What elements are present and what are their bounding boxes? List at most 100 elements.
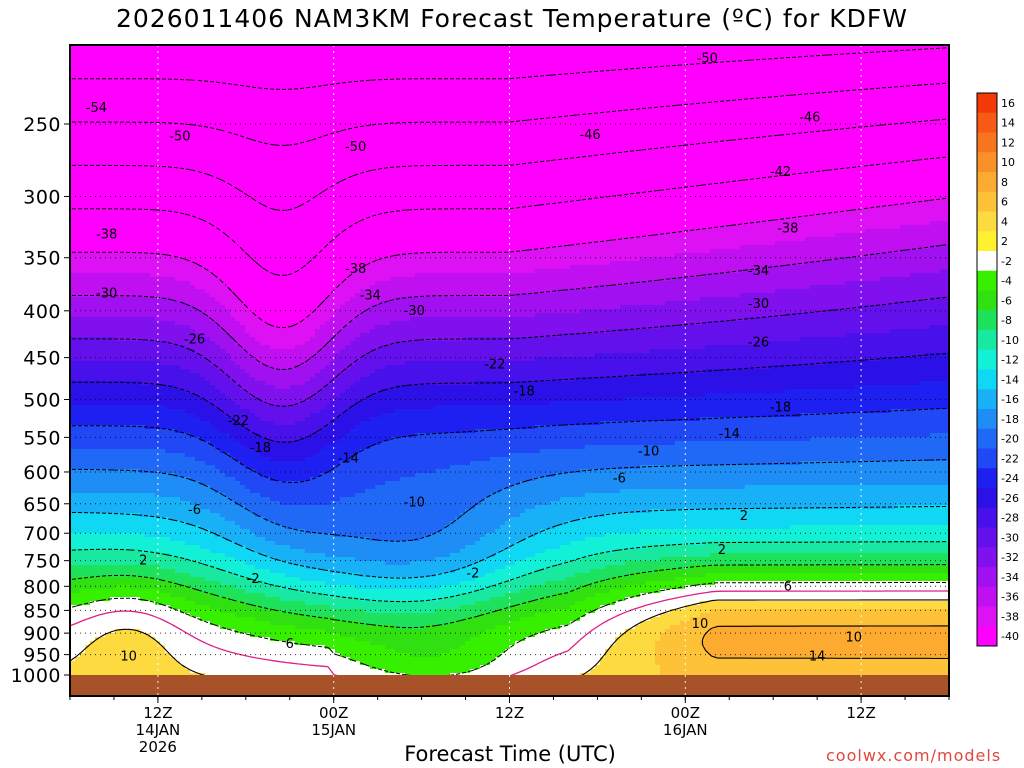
field-cell: [120, 373, 126, 378]
field-cell: [80, 405, 86, 410]
field-cell: [90, 89, 96, 94]
field-cell: [160, 249, 166, 254]
field-cell: [170, 317, 176, 322]
field-cell: [115, 517, 121, 522]
field-cell: [150, 285, 156, 290]
field-cell: [125, 605, 131, 610]
field-cell: [95, 421, 101, 426]
field-cell: [120, 305, 126, 310]
field-cell: [130, 273, 136, 278]
field-cell: [220, 149, 226, 154]
field-cell: [75, 245, 81, 250]
field-cell: [160, 565, 166, 570]
field-cell: [200, 497, 206, 502]
field-cell: [90, 517, 96, 522]
field-cell: [135, 53, 141, 58]
field-cell: [145, 385, 151, 390]
field-cell: [125, 229, 131, 234]
field-cell: [120, 197, 126, 202]
field-cell: [160, 181, 166, 186]
field-cell: [75, 401, 81, 406]
field-cell: [95, 513, 101, 518]
field-cell: [80, 593, 86, 598]
field-cell: [185, 317, 191, 322]
field-cell: [105, 649, 111, 654]
field-cell: [100, 537, 106, 542]
field-cell: [95, 221, 101, 226]
field-cell: [160, 593, 166, 598]
field-cell: [160, 61, 166, 66]
field-cell: [140, 389, 146, 394]
field-cell: [150, 241, 156, 246]
field-cell: [105, 449, 111, 454]
field-cell: [140, 637, 146, 642]
field-cell: [80, 489, 86, 494]
field-cell: [125, 237, 131, 242]
field-cell: [205, 305, 211, 310]
field-cell: [100, 129, 106, 134]
field-cell: [125, 189, 131, 194]
field-cell: [165, 545, 171, 550]
field-cell: [170, 197, 176, 202]
field-cell: [220, 145, 226, 150]
field-cell: [175, 153, 181, 158]
field-cell: [160, 521, 166, 526]
field-cell: [95, 93, 101, 98]
field-cell: [185, 225, 191, 230]
field-cell: [125, 441, 131, 446]
field-cell: [120, 509, 126, 514]
field-cell: [175, 493, 181, 498]
field-cell: [125, 377, 131, 382]
field-cell: [135, 129, 141, 134]
field-cell: [205, 349, 211, 354]
field-cell: [205, 613, 211, 618]
field-cell: [150, 405, 156, 410]
field-cell: [105, 385, 111, 390]
field-cell: [145, 237, 151, 242]
field-cell: [215, 521, 221, 526]
field-cell: [205, 497, 211, 502]
field-cell: [175, 597, 181, 602]
field-cell: [220, 53, 226, 58]
field-cell: [180, 369, 186, 374]
field-cell: [125, 241, 131, 246]
field-cell: [100, 277, 106, 282]
field-cell: [150, 149, 156, 154]
field-cell: [195, 273, 201, 278]
field-cell: [110, 113, 116, 118]
field-cell: [160, 549, 166, 554]
field-cell: [195, 485, 201, 490]
field-cell: [75, 241, 81, 246]
field-cell: [100, 649, 106, 654]
field-cell: [90, 493, 96, 498]
field-cell: [205, 157, 211, 162]
field-cell: [80, 321, 86, 326]
field-cell: [155, 509, 161, 514]
field-cell: [145, 81, 151, 86]
field-cell: [190, 85, 196, 90]
field-cell: [95, 245, 101, 250]
field-cell: [110, 333, 116, 338]
field-cell: [195, 141, 201, 146]
field-cell: [85, 517, 91, 522]
field-cell: [180, 49, 186, 54]
field-cell: [190, 297, 196, 302]
field-cell: [200, 645, 206, 650]
field-cell: [200, 457, 206, 462]
field-cell: [105, 65, 111, 70]
field-cell: [160, 537, 166, 542]
field-cell: [180, 57, 186, 62]
field-cell: [200, 381, 206, 386]
field-cell: [175, 205, 181, 210]
field-cell: [190, 281, 196, 286]
field-cell: [215, 345, 221, 350]
field-cell: [95, 49, 101, 54]
field-cell: [165, 325, 171, 330]
field-cell: [220, 425, 226, 430]
field-cell: [210, 653, 216, 658]
field-cell: [130, 281, 136, 286]
field-cell: [210, 625, 216, 630]
field-cell: [125, 157, 131, 162]
field-cell: [160, 389, 166, 394]
field-cell: [205, 577, 211, 582]
